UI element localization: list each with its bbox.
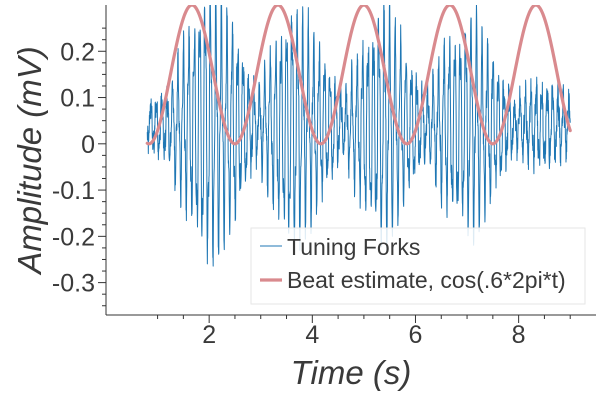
y-tick-label: -0.3	[52, 270, 95, 298]
legend: Tuning Forks Beat estimate, cos(.6*2pi*t…	[250, 227, 586, 305]
x-tick-label: 6	[409, 321, 423, 349]
legend-label-beat-estimate: Beat estimate, cos(.6*2pi*t)	[287, 267, 566, 293]
y-tick-label: -0.2	[52, 223, 95, 251]
y-tick-label: 0.1	[60, 85, 95, 113]
y-axis-label: Amplitude (mV)	[11, 46, 48, 275]
y-tick-label: -0.1	[52, 177, 95, 205]
x-tick-label: 4	[305, 321, 319, 349]
legend-box	[250, 227, 586, 305]
y-tick-label: 0.2	[60, 38, 95, 66]
x-tick-label: 8	[512, 321, 526, 349]
y-tick-label: 0	[81, 131, 95, 159]
series-layer	[145, 5, 572, 267]
x-axis-label: Time (s)	[291, 354, 412, 391]
series-line-tuning-forks	[146, 5, 571, 267]
series-line-beat-estimate	[145, 5, 572, 146]
legend-label-tuning-forks: Tuning Forks	[287, 234, 420, 260]
x-tick-label: 2	[202, 321, 216, 349]
axes: 2 4 6 8 0.2 0.1 0 -0.1 -0.2 -0.3	[52, 5, 596, 349]
